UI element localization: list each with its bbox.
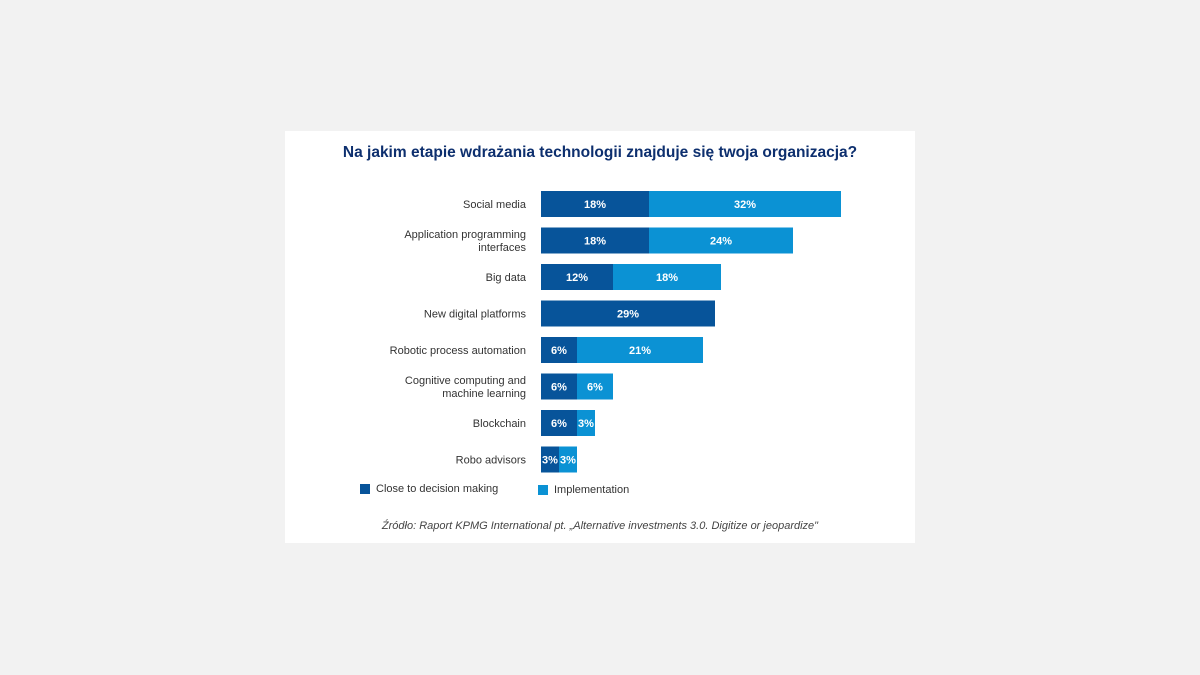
bar-close-to-decision-making-application-programming-interfaces [541,227,649,254]
bar-implementation-blockchain [577,410,595,436]
legend-label-close-to-decision: Close to decision making [376,483,499,495]
value-label-implementation-blockchain: 3% [578,418,594,430]
bar-implementation-big-data [613,264,721,290]
category-label-cognitive-computing-and-machine-learning: Cognitive computing and machine learning [405,375,526,400]
bar-close-to-decision-making-robo-advisors [541,446,559,473]
category-label-big-data: Big data [486,272,527,284]
bar-implementation-cognitive-computing-and-machine-learning [577,373,613,400]
category-label-robo-advisors: Robo advisors [456,455,527,467]
bar-implementation-social-media [649,191,841,217]
category-label-line: Application programming [404,229,526,241]
value-label-close-to-decision-making-blockchain: 6% [551,418,567,430]
value-label-implementation-social-media: 32% [734,199,756,211]
category-label-new-digital-platforms: New digital platforms [424,309,527,321]
legend-swatch-close-to-decision [360,484,370,494]
value-label-implementation-robo-advisors: 3% [560,455,576,467]
chart-card: Na jakim etapie wdrażania technologii zn… [285,131,915,543]
value-label-implementation-cognitive-computing-and-machine-learning: 6% [587,382,603,394]
stacked-bar-chart: Social media 18% 32% Application programmin… [390,191,841,473]
category-label-application-programming-interfaces: Application programming interfaces [404,229,526,254]
bar-close-to-decision-making-cognitive-computing-and-machine-learning [541,373,577,400]
value-label-close-to-decision-making-big-data: 12% [566,272,588,284]
bar-close-to-decision-making-blockchain [541,410,577,436]
value-label-implementation-big-data: 18% [656,272,678,284]
bar-close-to-decision-making-new-digital-platforms [541,300,715,327]
bar-implementation-robo-advisors [559,446,577,473]
bar-close-to-decision-making-big-data [541,264,613,290]
category-label-line: interfaces [478,242,526,254]
value-label-close-to-decision-making-social-media: 18% [584,199,606,211]
category-label-blockchain: Blockchain [473,418,526,430]
source-note: Źródło: Raport KPMG International pt. „A… [381,520,819,532]
value-label-close-to-decision-making-robo-advisors: 3% [542,455,558,467]
category-label-social-media: Social media [463,199,527,211]
legend-label-implementation: Implementation [554,484,630,496]
category-label-line: machine learning [442,388,526,400]
value-label-close-to-decision-making-robotic-process-automation: 6% [551,345,567,357]
bar-close-to-decision-making-social-media [541,191,649,217]
value-label-implementation-robotic-process-automation: 21% [629,345,651,357]
chart-title: Na jakim etapie wdrażania technologii zn… [342,144,858,161]
value-label-close-to-decision-making-cognitive-computing-and-machine-learning: 6% [551,382,567,394]
category-label-line: Cognitive computing and [405,375,526,387]
bar-implementation-robotic-process-automation [577,337,703,363]
value-label-implementation-application-programming-interfaces: 24% [710,236,732,248]
bar-close-to-decision-making-robotic-process-automation [541,337,577,363]
legend-swatch-implementation [538,485,548,495]
value-label-close-to-decision-making-new-digital-platforms: 29% [617,309,639,321]
category-label-robotic-process-automation: Robotic process automation [390,345,526,357]
bar-implementation-application-programming-interfaces [649,227,793,254]
value-label-close-to-decision-making-application-programming-interfaces: 18% [584,236,606,248]
